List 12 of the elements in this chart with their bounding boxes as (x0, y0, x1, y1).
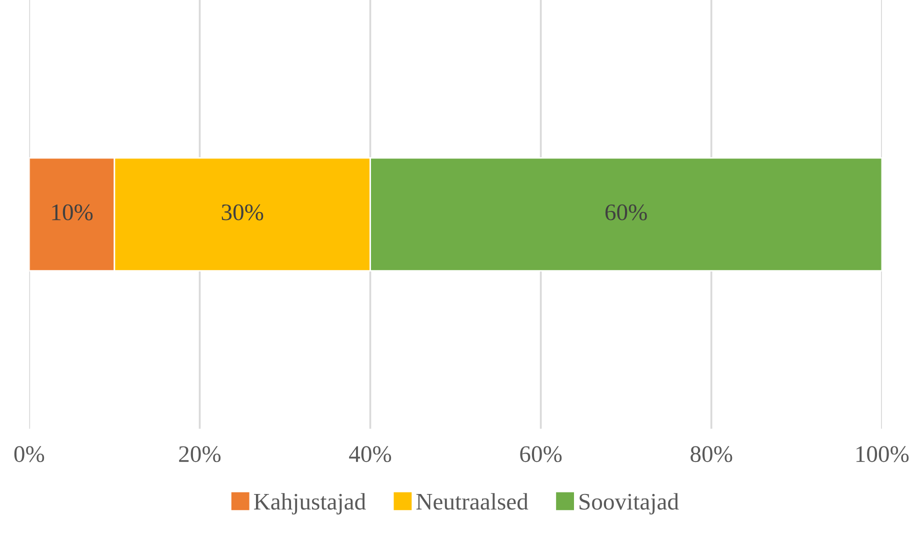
x-tick-label: 100% (856, 446, 909, 462)
x-tick-label: 80% (690, 446, 732, 462)
data-label: 10% (52, 204, 93, 220)
legend-label: Neutraalsed (416, 493, 528, 510)
x-tick-label: 60% (520, 446, 562, 462)
data-label: 60% (605, 204, 647, 220)
data-label: 30% (222, 204, 264, 220)
x-tick-label: 0% (14, 446, 44, 462)
legend-label: Soovitajad (580, 493, 679, 514)
x-tick-label: 40% (349, 446, 392, 462)
legend-label: Kahjustajad (254, 493, 366, 514)
x-tick-label: 20% (179, 446, 221, 462)
